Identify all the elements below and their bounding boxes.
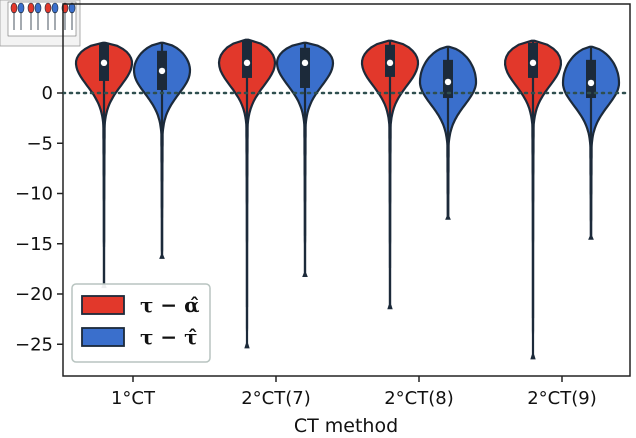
y-axis: 0 −5 −10 −15 −20 −25 bbox=[15, 83, 63, 355]
violin-tau-4 bbox=[561, 45, 621, 240]
thumbnail-violin bbox=[44, 2, 52, 14]
violin-median bbox=[386, 59, 394, 67]
violin-box bbox=[242, 40, 252, 78]
violin-box bbox=[586, 59, 596, 99]
thumbnail-violin bbox=[10, 2, 18, 14]
thumbnail-violin bbox=[34, 2, 42, 14]
legend-swatch bbox=[81, 295, 125, 315]
x-axis: 1°CT 2°CT(7) 2°CT(8) 2°CT(9) bbox=[111, 376, 597, 409]
violin-median bbox=[100, 59, 108, 67]
violin-median bbox=[301, 59, 309, 67]
y-tick-label: −5 bbox=[26, 133, 53, 154]
inset-thumbnail bbox=[0, 0, 81, 47]
violin-median bbox=[529, 59, 537, 67]
violin-median bbox=[243, 59, 251, 67]
x-tick-label: 2°CT(8) bbox=[384, 388, 454, 409]
plot-area bbox=[62, 3, 631, 377]
violin-tau-1 bbox=[132, 41, 192, 259]
violins bbox=[74, 38, 621, 360]
legend-entry: τ − τ̂ bbox=[140, 325, 198, 349]
violin-alpha-4 bbox=[503, 39, 563, 360]
violin-alpha-1 bbox=[74, 41, 134, 289]
legend-entry: τ − α̂ bbox=[140, 293, 200, 317]
x-tick-label: 2°CT(9) bbox=[527, 388, 597, 409]
violin-box bbox=[300, 47, 310, 88]
violin-median bbox=[158, 67, 166, 75]
violin-median bbox=[587, 79, 595, 87]
thumbnail-violin bbox=[51, 2, 59, 14]
thumbnail-violin bbox=[27, 2, 35, 14]
x-tick-label: 1°CT bbox=[111, 388, 156, 409]
violin-alpha-3 bbox=[360, 39, 420, 310]
legend-swatch bbox=[81, 327, 125, 347]
x-tick-label: 2°CT(7) bbox=[241, 388, 311, 409]
y-tick-label: −20 bbox=[15, 284, 53, 305]
violin-tau-3 bbox=[418, 45, 478, 220]
violin-tau-2 bbox=[275, 41, 335, 277]
violin-alpha-2 bbox=[217, 38, 277, 349]
legend: τ − α̂ τ − τ̂ bbox=[71, 283, 211, 363]
y-tick-label: −15 bbox=[15, 234, 53, 255]
y-tick-label: 0 bbox=[42, 83, 53, 104]
x-axis-label: CT method bbox=[294, 415, 398, 437]
y-tick-label: −25 bbox=[15, 334, 53, 355]
y-tick-label: −10 bbox=[15, 184, 53, 205]
thumbnail-violin bbox=[17, 2, 25, 14]
violin-median bbox=[444, 78, 452, 86]
